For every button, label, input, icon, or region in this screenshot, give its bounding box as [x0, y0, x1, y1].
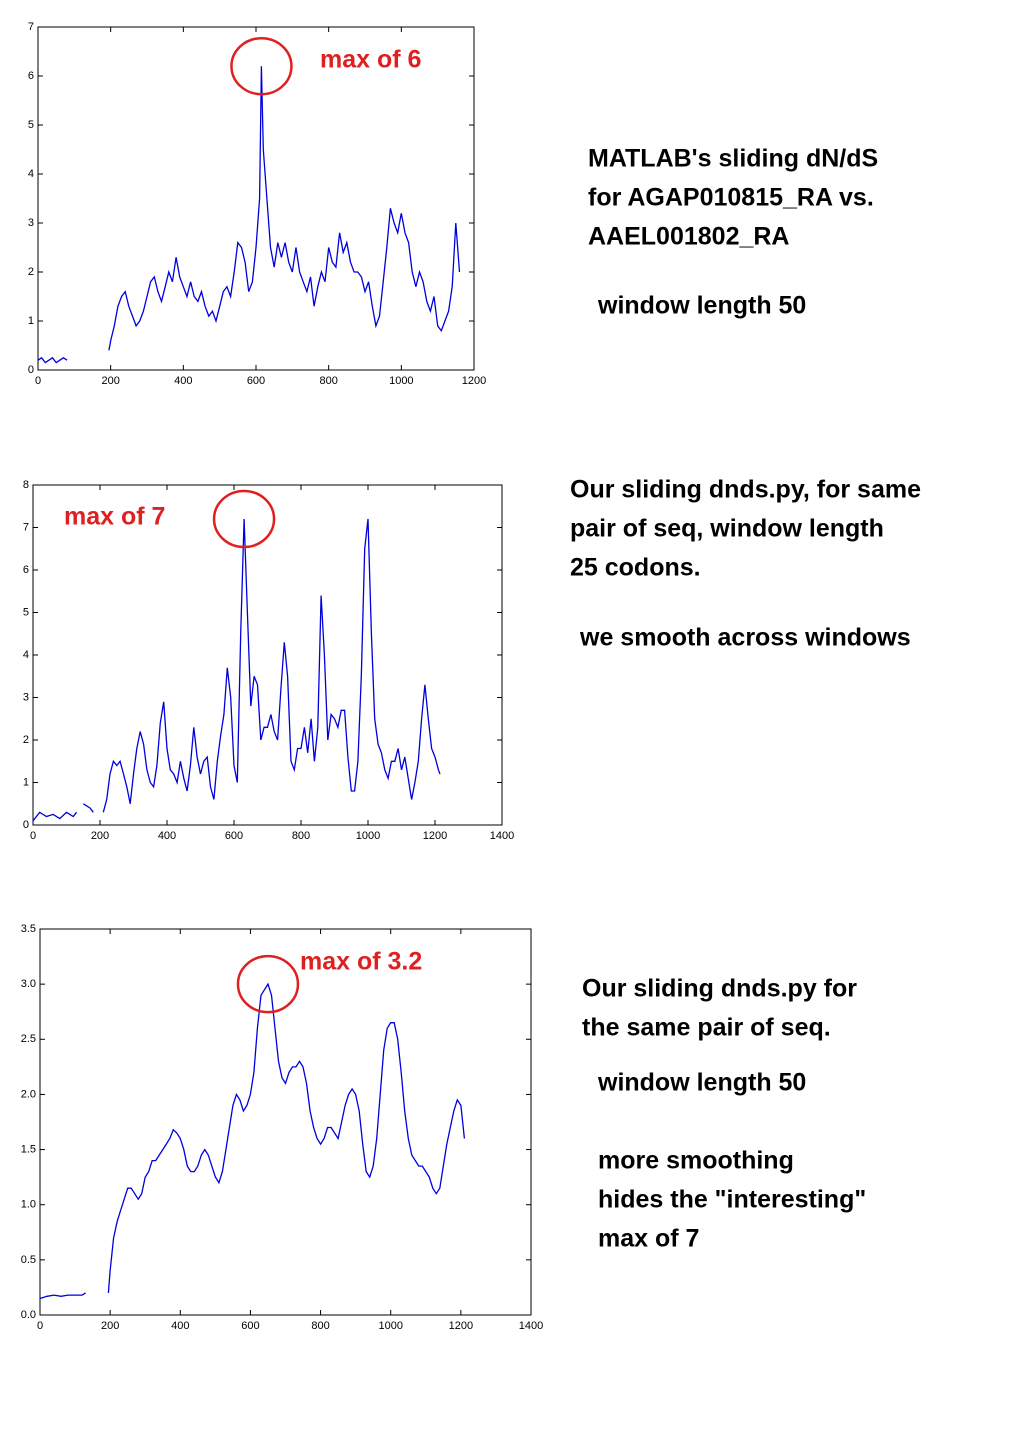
peak-highlight — [230, 36, 293, 96]
peak-annotation: max of 7 — [64, 503, 165, 531]
note-text: the same pair of seq. — [582, 1014, 831, 1042]
note-text: Our sliding dnds.py, for same — [570, 476, 921, 504]
y-tick-label: 0.0 — [21, 1309, 36, 1321]
x-tick-label: 200 — [101, 375, 119, 387]
x-tick-label: 800 — [292, 830, 310, 842]
x-tick-label: 600 — [225, 830, 243, 842]
note-text: we smooth across windows — [579, 624, 911, 652]
plot-area — [37, 26, 475, 371]
note-text: more smoothing — [598, 1147, 794, 1175]
x-tick-label: 0 — [30, 830, 36, 842]
y-tick-label: 2 — [28, 266, 34, 278]
data-line — [32, 518, 441, 822]
x-tick-label: 1400 — [490, 830, 514, 842]
y-tick-label: 6 — [23, 564, 29, 576]
data-line — [37, 66, 461, 364]
y-tick-label: 7 — [28, 21, 34, 33]
x-tick-label: 1400 — [519, 1320, 543, 1332]
y-tick-label: 3 — [28, 217, 34, 229]
y-tick-label: 5 — [28, 119, 34, 131]
y-tick-label: 6 — [28, 70, 34, 82]
x-tick-label: 1000 — [356, 830, 380, 842]
x-tick-label: 1000 — [389, 375, 413, 387]
y-tick-label: 1.0 — [21, 1199, 36, 1211]
x-tick-label: 400 — [171, 1320, 189, 1332]
note-text: 25 codons. — [570, 554, 701, 582]
note-text: window length 50 — [597, 292, 806, 320]
x-tick-label: 600 — [247, 375, 265, 387]
x-tick-label: 200 — [101, 1320, 119, 1332]
peak-annotation: max of 6 — [320, 46, 421, 74]
peak-highlight — [236, 954, 300, 1014]
y-tick-label: 0 — [23, 819, 29, 831]
plot-area — [39, 928, 532, 1316]
y-tick-label: 2.5 — [21, 1033, 36, 1045]
y-tick-label: 4 — [28, 168, 34, 180]
note-text: max of 7 — [598, 1225, 699, 1253]
x-tick-label: 600 — [241, 1320, 259, 1332]
note-text: MATLAB's sliding dN/dS — [588, 145, 878, 173]
x-tick-label: 1200 — [423, 830, 447, 842]
y-tick-label: 2 — [23, 734, 29, 746]
y-tick-label: 3.5 — [21, 923, 36, 935]
y-tick-label: 7 — [23, 521, 29, 533]
peak-annotation: max of 3.2 — [300, 948, 422, 976]
note-text: AAEL001802_RA — [588, 223, 790, 251]
y-tick-label: 0 — [28, 364, 34, 376]
note-text: window length 50 — [597, 1069, 806, 1097]
note-text: hides the "interesting" — [598, 1186, 866, 1214]
x-tick-label: 0 — [35, 375, 41, 387]
x-tick-label: 800 — [311, 1320, 329, 1332]
peak-highlight — [212, 489, 276, 549]
note-text: for AGAP010815_RA vs. — [588, 184, 874, 212]
x-tick-label: 0 — [37, 1320, 43, 1332]
note-text: pair of seq, window length — [570, 515, 884, 543]
x-tick-label: 1200 — [449, 1320, 473, 1332]
y-tick-label: 4 — [23, 649, 29, 661]
note-text: Our sliding dnds.py for — [582, 975, 857, 1003]
y-tick-label: 1 — [28, 315, 34, 327]
y-tick-label: 1.5 — [21, 1143, 36, 1155]
x-tick-label: 200 — [91, 830, 109, 842]
y-tick-label: 3 — [23, 691, 29, 703]
y-tick-label: 1 — [23, 776, 29, 788]
x-tick-label: 400 — [174, 375, 192, 387]
x-tick-label: 800 — [319, 375, 337, 387]
data-line — [39, 982, 466, 1300]
y-tick-label: 8 — [23, 479, 29, 491]
x-tick-label: 400 — [158, 830, 176, 842]
x-tick-label: 1000 — [378, 1320, 402, 1332]
x-tick-label: 1200 — [462, 375, 486, 387]
y-tick-label: 3.0 — [21, 978, 36, 990]
y-tick-label: 2.0 — [21, 1088, 36, 1100]
y-tick-label: 5 — [23, 606, 29, 618]
y-tick-label: 0.5 — [21, 1254, 36, 1266]
